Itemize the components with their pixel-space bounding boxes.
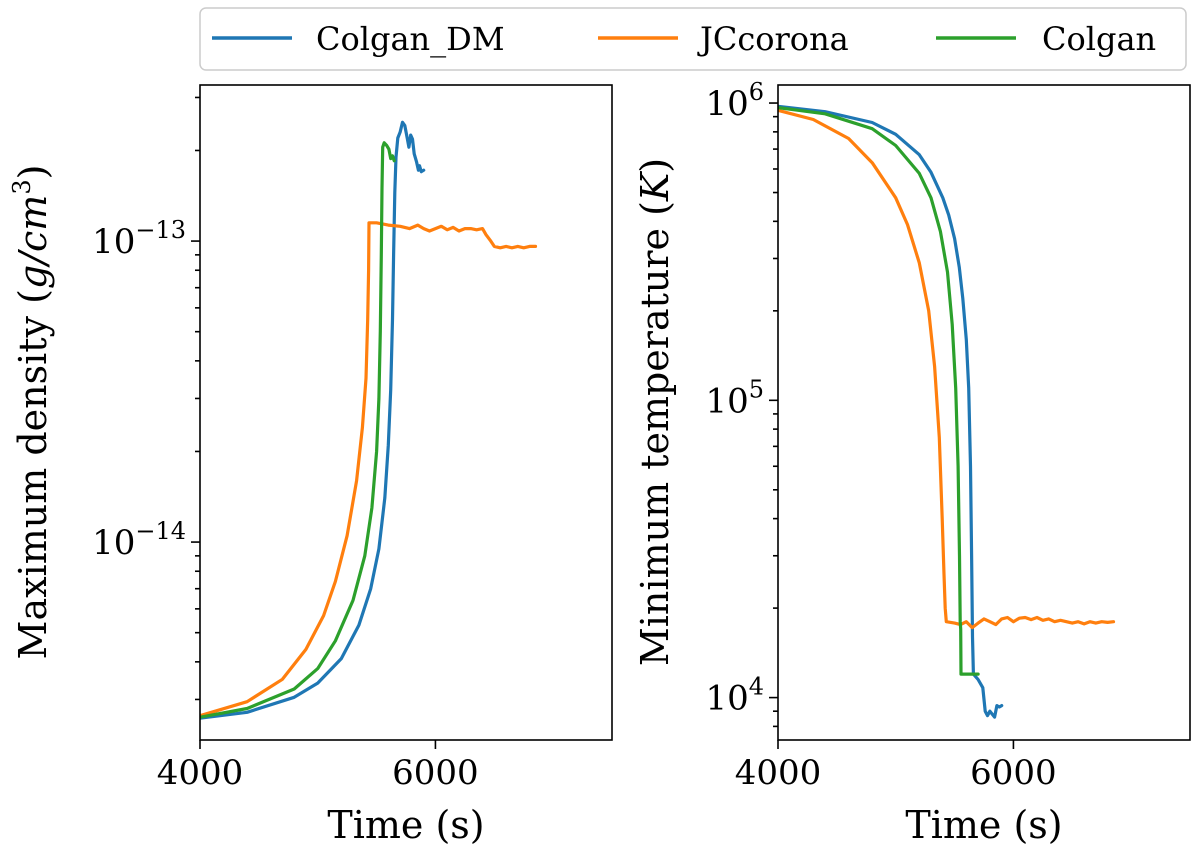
temperature-y-tick-label: 105 bbox=[705, 375, 764, 421]
density-series-line-colgan bbox=[200, 141, 396, 719]
density-y-tick-label: 10−14 bbox=[92, 517, 186, 563]
temperature-ticks: 4000 6000 106 105 104 bbox=[705, 78, 1056, 793]
temperature-y-tick-label: 106 bbox=[705, 78, 764, 124]
temperature-series bbox=[778, 104, 1116, 719]
temperature-series-line-colgan bbox=[778, 106, 980, 676]
density-x-tick-label: 4000 bbox=[157, 753, 244, 793]
density-series bbox=[200, 120, 538, 720]
density-x-axis-title: Time (s) bbox=[327, 803, 484, 847]
temperature-y-axis-title: Minimum temperature (K) bbox=[633, 158, 677, 666]
temperature-x-tick-label: 4000 bbox=[735, 753, 822, 793]
density-x-tick-label: 6000 bbox=[392, 753, 479, 793]
density-y-tick-label: 10−13 bbox=[92, 216, 186, 262]
density-panel: 4000 6000 10−13 10−14 Time (s) Maximum dens… bbox=[8, 84, 613, 847]
temperature-series-line-colgan-dm bbox=[778, 104, 1004, 719]
temperature-axes-frame bbox=[777, 84, 1191, 741]
temperature-panel: 4000 6000 106 105 104 Time (s) Minimum tempe… bbox=[633, 78, 1191, 847]
density-series-line-colgan-dm bbox=[200, 120, 426, 720]
density-axes-frame bbox=[199, 84, 613, 741]
temperature-x-tick-label: 6000 bbox=[970, 753, 1057, 793]
legend-label-jccorona: JCcorona bbox=[697, 20, 849, 58]
legend: Colgan_DM JCcorona Colgan bbox=[199, 7, 1187, 71]
temperature-y-tick-label: 104 bbox=[705, 673, 764, 719]
legend-frame bbox=[199, 7, 1187, 71]
temperature-x-axis-title: Time (s) bbox=[905, 803, 1062, 847]
density-y-axis-title: Maximum density (g/cm3) bbox=[8, 165, 55, 660]
density-ticks: 4000 6000 10−13 10−14 bbox=[92, 96, 479, 793]
temperature-series-line-jccorona bbox=[778, 108, 1116, 630]
density-series-line-jccorona bbox=[200, 221, 538, 718]
legend-label-colgan: Colgan bbox=[1042, 20, 1156, 58]
legend-label-colgan-dm: Colgan_DM bbox=[316, 20, 505, 58]
